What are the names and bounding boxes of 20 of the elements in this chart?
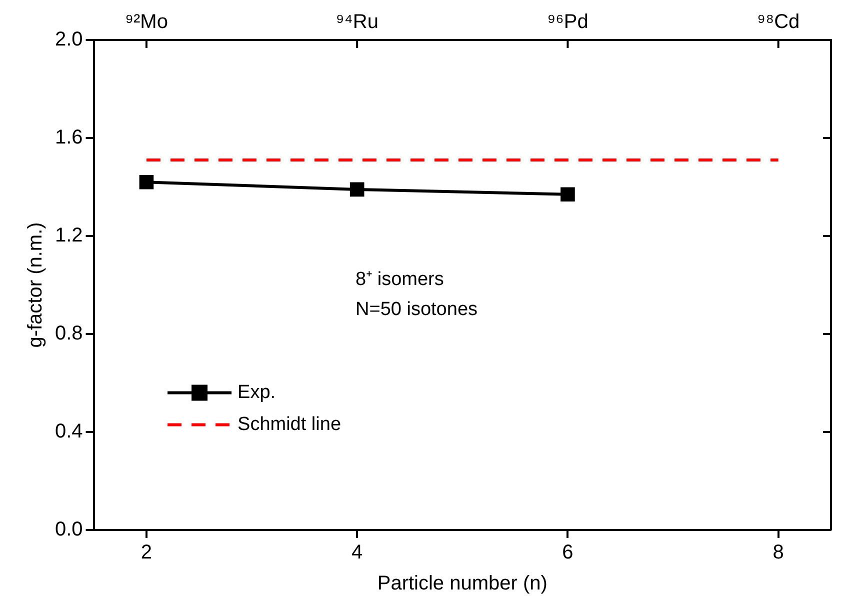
y-tick-label: 0.0 <box>54 518 83 541</box>
y-tick-label: 0.8 <box>54 322 83 345</box>
y-tick-label: 1.6 <box>54 126 83 149</box>
y-tick-label: 1.2 <box>54 224 83 247</box>
y-tick-label: 2.0 <box>54 28 83 51</box>
x-tick-label: 4 <box>352 542 363 564</box>
x-tick-label: 6 <box>562 542 574 564</box>
x-tick-label: 2 <box>140 542 152 564</box>
legend-label: Schmidt line <box>238 414 342 436</box>
y-axis-title: g-factor (n.m.) <box>24 222 47 348</box>
x-axis-title: Particle number (n) <box>377 572 548 595</box>
annotation: 8⁺ isomers <box>356 269 444 290</box>
text: ⁹⁸Cd <box>757 11 800 33</box>
text: ⁹⁴Ru <box>336 11 378 33</box>
legend-label: Exp. <box>238 382 276 404</box>
annotation: N=50 isotones <box>356 299 478 320</box>
x-tick-label: 8 <box>772 542 784 564</box>
y-tick-label: 0.4 <box>54 420 83 443</box>
text: ⁹⁶Pd <box>547 11 588 33</box>
text: ⁹²Mo <box>124 11 168 33</box>
